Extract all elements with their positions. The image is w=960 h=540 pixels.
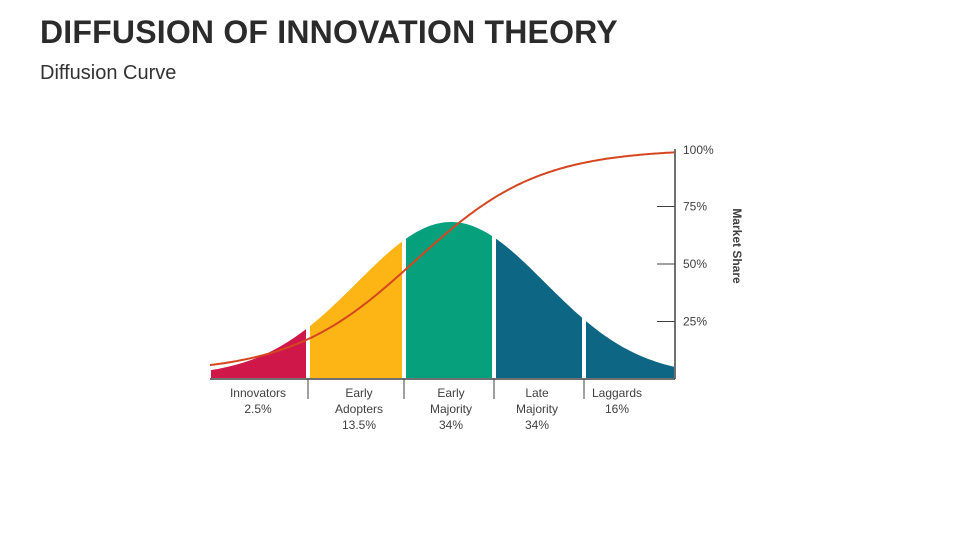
y-axis-title: Market Share: [730, 208, 744, 284]
category-label-2-0: Early: [437, 386, 464, 400]
cumulative-adoption-curve: [209, 151, 675, 367]
category-labels: Innovators 2.5% Early Adopters 13.5% Early Maj…: [230, 386, 642, 432]
category-label-4-1: 16%: [605, 402, 629, 416]
category-label-1-2: 13.5%: [342, 418, 376, 432]
y-axis-ticks: 100% 75% 50% 25%: [657, 143, 714, 329]
bell-segments: [211, 222, 674, 378]
bell-segment-4: [586, 321, 674, 378]
x-axis-ticks: [307, 379, 585, 399]
category-label-2-1: Majority: [430, 402, 472, 416]
bell-segment-3: [496, 238, 582, 378]
category-label-2-2: 34%: [439, 418, 463, 432]
category-label-3-2: 34%: [525, 418, 549, 432]
category-label-4-0: Laggards: [592, 386, 642, 400]
y-tick-label-0: 100%: [683, 143, 714, 157]
category-label-3-0: Late: [525, 386, 549, 400]
category-label-0-0: Innovators: [230, 386, 286, 400]
bell-segment-0: [211, 329, 306, 378]
page-subtitle: Diffusion Curve: [40, 62, 177, 84]
category-label-1-1: Adopters: [335, 402, 383, 416]
y-tick-label-2: 50%: [683, 257, 707, 271]
y-tick-label-1: 75%: [683, 200, 707, 214]
y-tick-label-3: 25%: [683, 315, 707, 329]
category-label-3-1: Majority: [516, 402, 558, 416]
bell-segment-2: [406, 222, 492, 378]
category-label-1-0: Early: [345, 386, 372, 400]
page-title: DIFFUSION OF INNOVATION THEORY: [40, 14, 618, 50]
category-label-0-1: 2.5%: [244, 402, 272, 416]
